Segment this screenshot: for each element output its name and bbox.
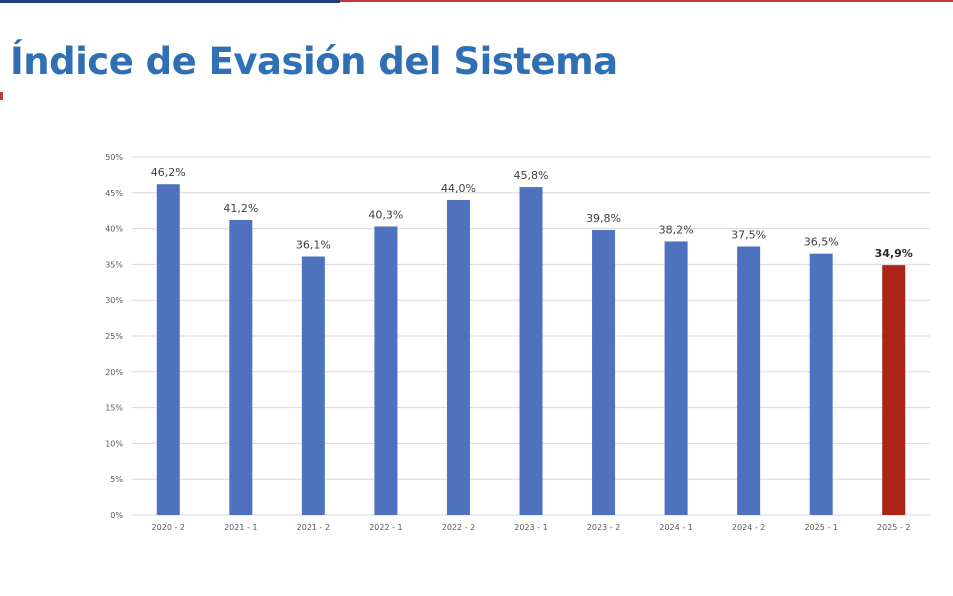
y-tick-label: 20% — [105, 368, 123, 377]
bar-2023-2 — [592, 230, 616, 516]
chart-data-labels: 46,2% 41,2% 36,1% 40,3% 44,0% 45,8% 39,8% 38,2%… — [151, 166, 913, 260]
bar-2024-1 — [664, 241, 688, 515]
chart-bars — [156, 184, 906, 516]
data-label: 40,3% — [368, 208, 403, 221]
data-label: 44,0% — [441, 182, 476, 195]
bar-2020-2 — [156, 184, 180, 515]
bar-2021-2 — [301, 256, 325, 515]
bar-2025-1 — [809, 253, 833, 515]
data-label: 39,8% — [586, 212, 621, 225]
data-label: 38,2% — [659, 223, 694, 236]
x-tick-label: 2023 - 1 — [514, 523, 547, 532]
y-tick-label: 50% — [105, 153, 123, 162]
bar-2023-1 — [519, 187, 543, 515]
x-tick-label: 2022 - 1 — [369, 523, 402, 532]
bar-2022-2 — [446, 199, 470, 515]
y-tick-label: 25% — [105, 332, 123, 341]
bar-2025-2 — [882, 265, 906, 515]
x-tick-label: 2022 - 2 — [442, 523, 475, 532]
x-tick-label: 2025 - 2 — [877, 523, 910, 532]
x-tick-label: 2023 - 2 — [587, 523, 620, 532]
x-tick-label: 2024 - 1 — [659, 523, 692, 532]
x-tick-label: 2021 - 2 — [297, 523, 330, 532]
x-tick-label: 2021 - 1 — [224, 523, 257, 532]
x-tick-label: 2024 - 2 — [732, 523, 765, 532]
data-label: 37,5% — [731, 229, 766, 242]
y-tick-label: 35% — [105, 260, 123, 269]
x-axis: 2020 - 2 2021 - 1 2021 - 2 2022 - 1 2022 - 2… — [152, 523, 911, 532]
y-tick-label: 10% — [105, 439, 123, 448]
y-tick-label: 5% — [110, 475, 123, 484]
x-tick-label: 2020 - 2 — [152, 523, 185, 532]
x-tick-label: 2025 - 1 — [804, 523, 837, 532]
bar-2024-2 — [737, 246, 761, 515]
side-accent-mark — [0, 92, 3, 100]
data-label: 41,2% — [223, 202, 258, 215]
data-label: 45,8% — [514, 169, 549, 182]
y-tick-label: 0% — [110, 511, 123, 520]
bar-2021-1 — [229, 220, 253, 515]
data-label: 46,2% — [151, 166, 186, 179]
y-tick-label: 45% — [105, 189, 123, 198]
data-label: 36,1% — [296, 239, 331, 252]
data-label: 34,9% — [875, 247, 913, 260]
data-label: 36,5% — [804, 236, 839, 249]
y-tick-label: 40% — [105, 225, 123, 234]
header-accent-bar — [0, 0, 340, 3]
y-tick-label: 30% — [105, 296, 123, 305]
page-title: Índice de Evasión del Sistema — [10, 40, 618, 83]
header-accent-line — [340, 0, 953, 2]
bar-2022-1 — [374, 226, 398, 515]
y-axis: 0% 5% 10% 15% 20% 25% 30% 35% 40% 45% 50% — [105, 153, 123, 520]
y-tick-label: 15% — [105, 404, 123, 413]
